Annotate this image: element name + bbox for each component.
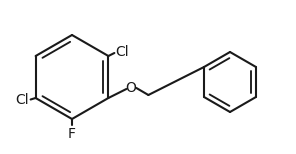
Text: Cl: Cl — [115, 45, 129, 59]
Text: F: F — [68, 127, 76, 141]
Text: Cl: Cl — [15, 93, 29, 107]
Text: O: O — [125, 81, 136, 95]
